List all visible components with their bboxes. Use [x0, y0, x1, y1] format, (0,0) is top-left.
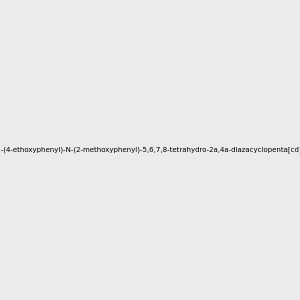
Text: 4-(3,4-dichlorophenyl)-1-(4-ethoxyphenyl)-N-(2-methoxyphenyl)-5,6,7,8-tetrahydro: 4-(3,4-dichlorophenyl)-1-(4-ethoxyphenyl… [0, 147, 300, 153]
